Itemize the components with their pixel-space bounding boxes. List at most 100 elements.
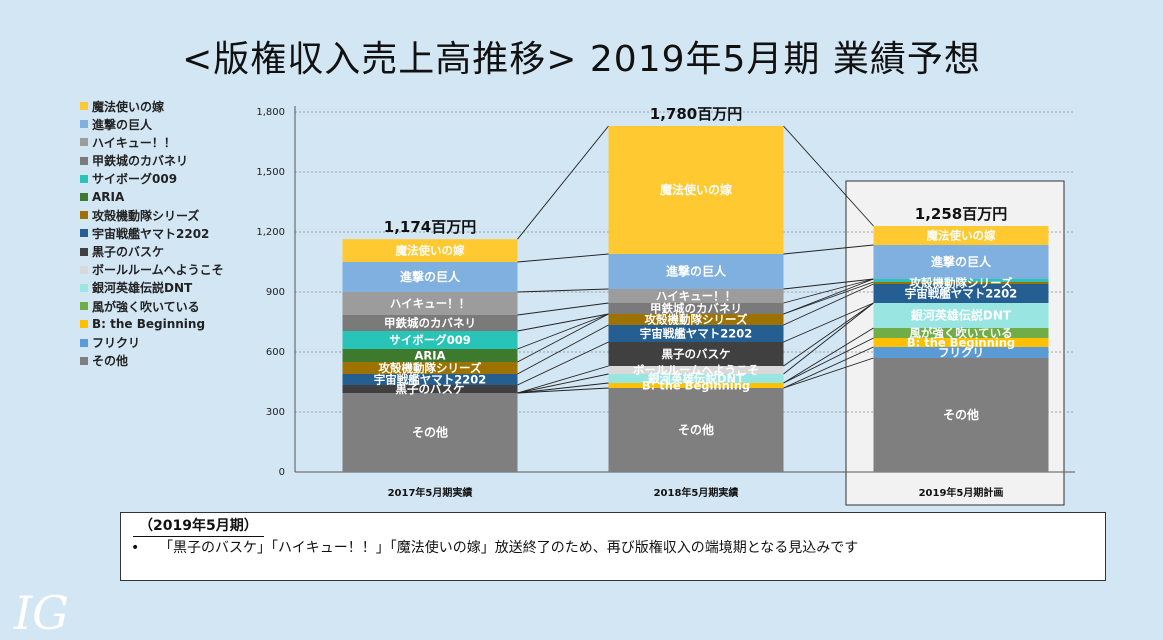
segment-label: 進撃の巨人 (931, 254, 992, 269)
bar-group (342, 239, 518, 472)
legend-swatch (80, 138, 88, 147)
company-logo: IG (14, 586, 69, 640)
bar-segment (873, 284, 1049, 303)
bar-segment (342, 393, 518, 472)
bar-segment (608, 254, 784, 289)
connector-line (517, 313, 609, 332)
y-tick-label: 300 (266, 407, 285, 418)
segment-label: 黒子のバスケ (662, 347, 731, 361)
segment-label: 攻殻機動隊シリーズ (910, 276, 1013, 290)
y-tick-label: 1,800 (256, 107, 285, 118)
y-tick-label: 0 (279, 467, 285, 478)
segment-label: ARIA (415, 349, 446, 363)
legend-label: その他 (92, 354, 129, 369)
legend-swatch (80, 247, 88, 256)
bar-segment (342, 292, 518, 315)
segment-label: その他 (678, 422, 714, 437)
connector-line (783, 302, 874, 367)
legend-swatch (80, 102, 88, 111)
legend-label: サイボーグ009 (92, 172, 178, 187)
connector-line (517, 365, 609, 394)
y-tick-label: 1,500 (256, 167, 285, 178)
segment-label: 宇宙戦艦ヤマト2202 (374, 373, 487, 387)
segment-label: 魔法使いの嫁 (660, 182, 732, 197)
segment-label: 進撃の巨人 (400, 269, 461, 284)
bar-segment (342, 349, 518, 362)
stacked-bar-chart: 03006009001,2001,5001,800その他黒子のバスケ宇宙戦艦ヤマ… (256, 105, 1075, 506)
x-category-label: 2019年5月期計画 (919, 486, 1004, 499)
y-tick-label: 1,200 (256, 227, 285, 238)
segment-label: B: the Beginning (907, 336, 1015, 350)
legend-swatch (80, 229, 88, 238)
bar-segment (873, 338, 1049, 347)
bar-segment (608, 325, 784, 342)
bar-segment (873, 282, 1049, 284)
segment-label: フリクリ (938, 346, 984, 360)
bar-segment (873, 303, 1049, 328)
note-line: • 「黒子のバスケ」「ハイキュー！！」「魔法使いの嫁」放送終了のため、再び版権収入… (131, 537, 858, 557)
legend-swatch (80, 211, 88, 220)
legend-item: 進撃の巨人 (80, 115, 224, 133)
bar-segment (873, 328, 1049, 338)
legend-label: ハイキュー！！ (92, 135, 176, 150)
legend-label: ARIA (92, 190, 125, 205)
connector-line (517, 373, 609, 394)
legend-label: フリクリ (92, 336, 141, 351)
legend-label: 黒子のバスケ (92, 245, 165, 260)
connector-line (517, 313, 609, 350)
legend-item: B: the Beginning (80, 315, 224, 333)
connector-line (783, 327, 874, 384)
segment-label: 甲鉄城のカバネリ (384, 316, 476, 330)
legend-item: 黒子のバスケ (80, 243, 224, 261)
legend-swatch (80, 302, 88, 311)
x-category-label: 2017年5月期実績 (388, 486, 473, 499)
bar-segment (608, 383, 784, 388)
y-tick-label: 900 (266, 287, 285, 298)
connector-line (517, 288, 609, 293)
segment-label: ボールルームへようこそ (633, 363, 759, 377)
bar-group (873, 226, 1049, 472)
bar-segment (342, 262, 518, 292)
total-label: 1,258百万円 (915, 205, 1007, 223)
segment-label: 銀河英雄伝説DNT (910, 308, 1012, 323)
segment-label: その他 (943, 407, 979, 422)
segment-label: 風が強く吹いている (909, 326, 1012, 340)
connector-line (783, 302, 874, 343)
legend-swatch (80, 283, 88, 292)
legend-swatch (80, 193, 88, 202)
bar-segment (873, 245, 1049, 279)
legend-swatch (80, 320, 88, 329)
legend-label: 銀河英雄伝説DNT (92, 281, 193, 296)
legend-label: 風が強く吹いている (92, 299, 200, 314)
bar-segment (608, 388, 784, 472)
connector-line (783, 278, 874, 304)
note-box: （2019年5月期） • 「黒子のバスケ」「ハイキュー！！」「魔法使いの嫁」放送終… (120, 512, 1106, 581)
chart-legend: 魔法使いの嫁 進撃の巨人 ハイキュー！！ 甲鉄城のカバネリ サイボーグ009 ARIA 攻殻… (80, 97, 224, 370)
legend-swatch (80, 120, 88, 129)
total-label: 1,174百万円 (384, 218, 476, 236)
legend-item: サイボーグ009 (80, 170, 224, 188)
bar-segment (342, 315, 518, 331)
connector-line (783, 278, 874, 315)
segment-label: その他 (412, 425, 448, 440)
bar-segment (608, 289, 784, 303)
y-tick-label: 600 (266, 347, 285, 358)
x-category-label: 2018年5月期実績 (654, 486, 739, 499)
legend-label: 宇宙戦艦ヤマト2202 (92, 226, 210, 241)
connector-line (517, 125, 609, 240)
segment-label: 黒子のバスケ (396, 382, 465, 396)
connector-line (783, 337, 874, 384)
legend-item: ハイキュー！！ (80, 133, 224, 151)
segment-label: 魔法使いの嫁 (927, 229, 996, 243)
segment-label: 攻殻機動隊シリーズ (379, 361, 482, 375)
legend-item: 宇宙戦艦ヤマト2202 (80, 224, 224, 242)
connector-line (517, 302, 609, 316)
segment-label: 魔法使いの嫁 (396, 244, 465, 258)
bar-segment (608, 374, 784, 383)
connector-line (783, 357, 874, 389)
connector-line (517, 253, 609, 263)
legend-label: ボールルームへようこそ (92, 263, 224, 278)
bar-segment (873, 279, 1049, 282)
segment-label: 銀河英雄伝説DNT (648, 372, 744, 386)
connector-line (783, 125, 874, 227)
